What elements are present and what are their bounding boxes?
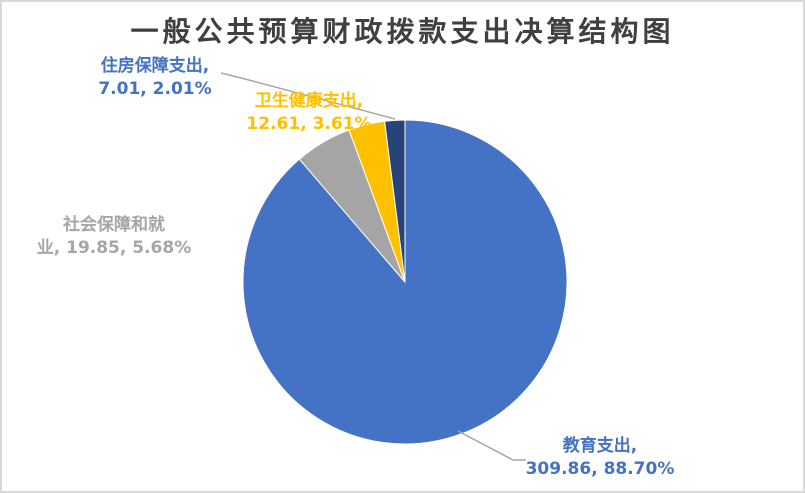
data-label-education-line2: 309.86, 88.70% xyxy=(525,459,675,479)
data-label-housing-line2: 7.01, 2.01% xyxy=(98,79,212,99)
data-label-health-line2: 12.61, 3.61% xyxy=(246,114,372,134)
pie-slice-3 xyxy=(384,119,406,283)
data-label-social-security: 社会保障和就 业, 19.85, 5.68% xyxy=(19,214,209,260)
leader-line-education xyxy=(457,430,526,461)
chart-title: 一般公共预算财政拨款支出决算结构图 xyxy=(130,15,675,48)
data-label-health-line1: 卫生健康支出, xyxy=(254,91,364,111)
data-label-housing: 住房保障支出, 7.01, 2.01% xyxy=(60,55,250,101)
data-label-education-line1: 教育支出, xyxy=(562,436,638,456)
leader-line-housing xyxy=(220,72,396,120)
data-label-education: 教育支出, 309.86, 88.70% xyxy=(505,435,695,481)
data-label-social-line1: 社会保障和就 xyxy=(63,215,165,235)
data-label-social-line2: 业, 19.85, 5.68% xyxy=(36,238,192,258)
data-label-housing-line1: 住房保障支出, xyxy=(100,56,210,76)
data-label-health: 卫生健康支出, 12.61, 3.61% xyxy=(214,90,404,136)
